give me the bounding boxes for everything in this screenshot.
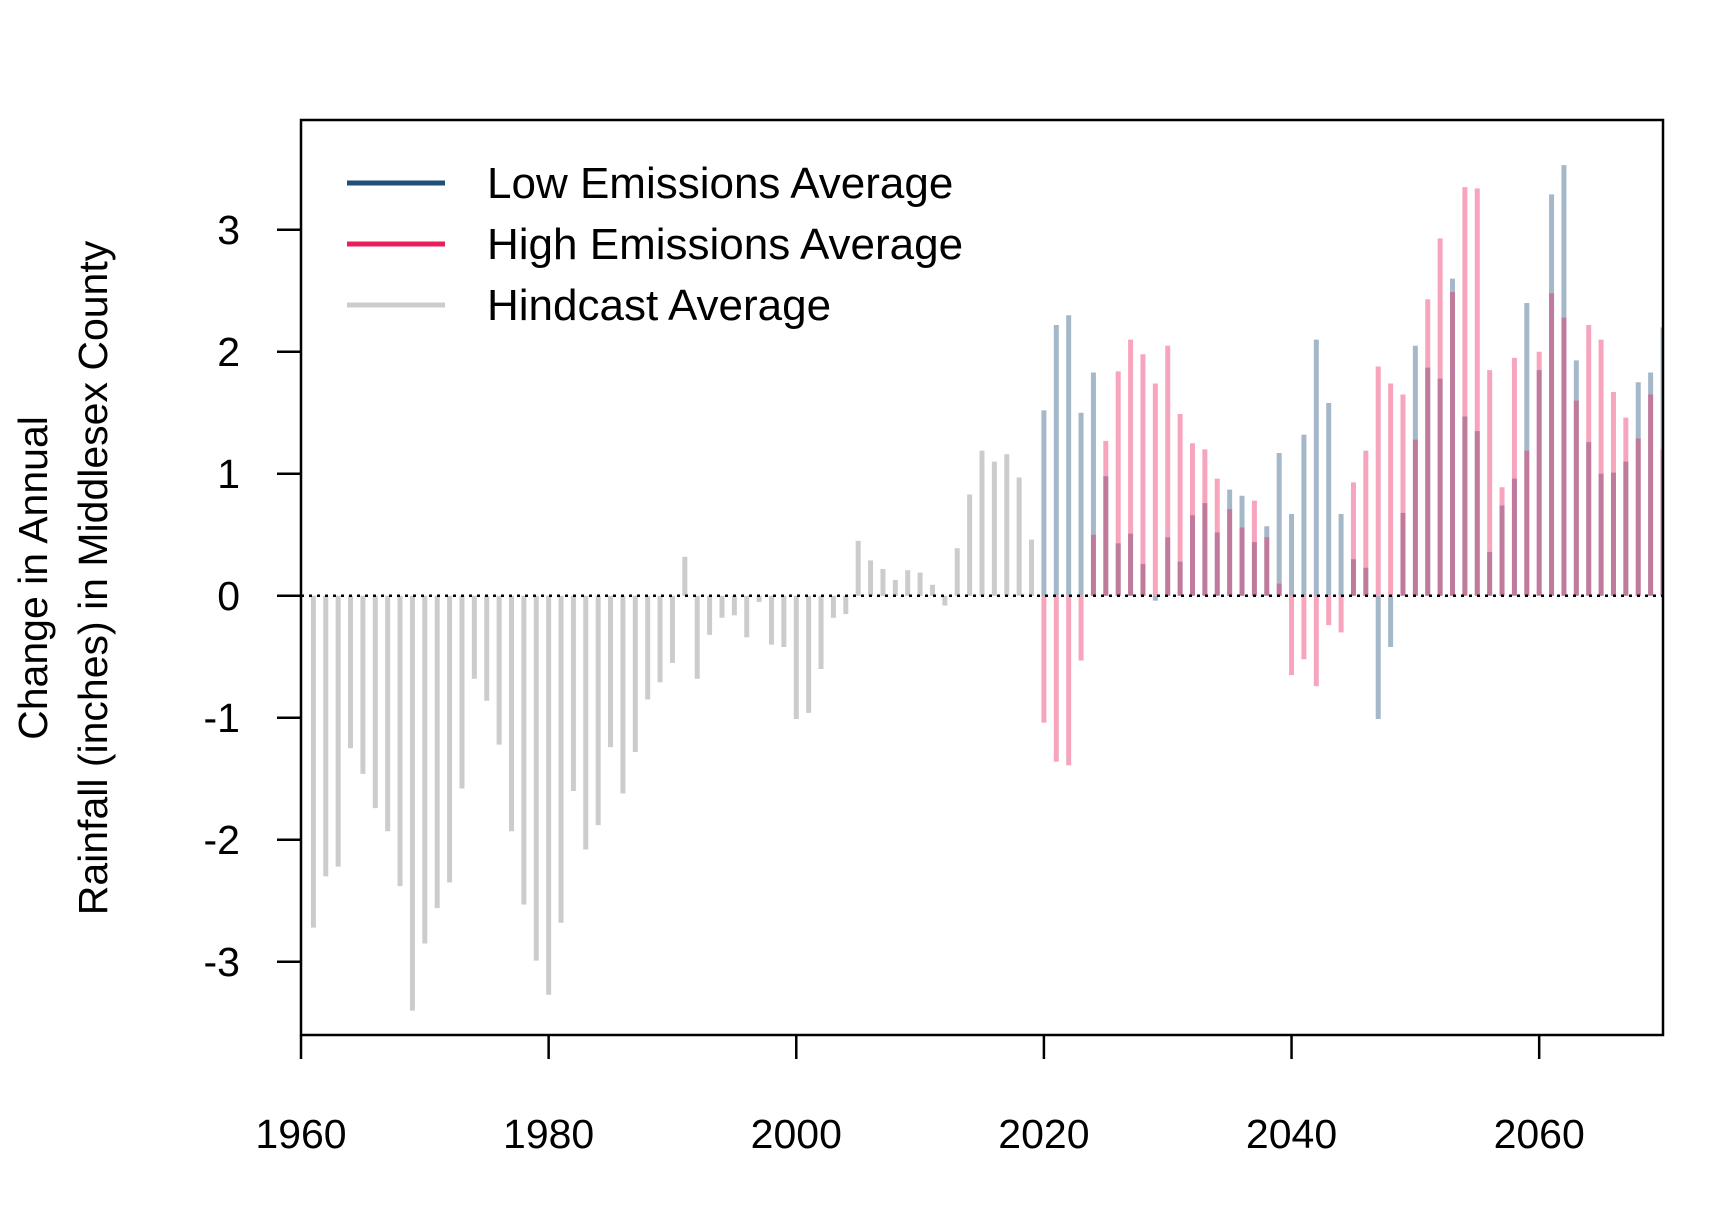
- y-axis-title: Change in Annual Rainfall (inches) in Mi…: [10, 240, 116, 915]
- y-axis-title-line-1: Change in Annual: [10, 416, 56, 740]
- x-axis: 1960 1980 2000 2020 2040 2060: [255, 1035, 1585, 1157]
- y-tick-label-1: 1: [217, 451, 240, 497]
- x-tick-label-2040: 2040: [1246, 1111, 1337, 1157]
- x-tick-label-2000: 2000: [751, 1111, 842, 1157]
- y-tick-label--1: -1: [204, 695, 240, 741]
- y-tick-label--2: -2: [204, 817, 240, 863]
- y-tick-label-2: 2: [217, 329, 240, 375]
- legend-label-low-emissions: Low Emissions Average: [487, 159, 953, 208]
- y-tick-label-0: 0: [217, 573, 240, 619]
- legend-label-hindcast: Hindcast Average: [487, 281, 831, 330]
- y-axis: -3 -2 -1 0 1 2 3: [204, 207, 301, 985]
- x-tick-label-2020: 2020: [998, 1111, 1089, 1157]
- y-tick-label-3: 3: [217, 207, 240, 253]
- x-tick-label-1960: 1960: [255, 1111, 346, 1157]
- y-tick-label--3: -3: [204, 939, 240, 985]
- y-axis-title-line-2: Rainfall (inches) in Middlesex County: [70, 240, 116, 915]
- legend-label-high-emissions: High Emissions Average: [487, 220, 963, 269]
- legend: Low Emissions Average High Emissions Aver…: [347, 159, 963, 330]
- bars-layer: [310, 165, 1663, 1011]
- plot-frame: [299, 118, 1665, 1037]
- x-tick-label-2060: 2060: [1494, 1111, 1585, 1157]
- x-tick-label-1980: 1980: [503, 1111, 594, 1157]
